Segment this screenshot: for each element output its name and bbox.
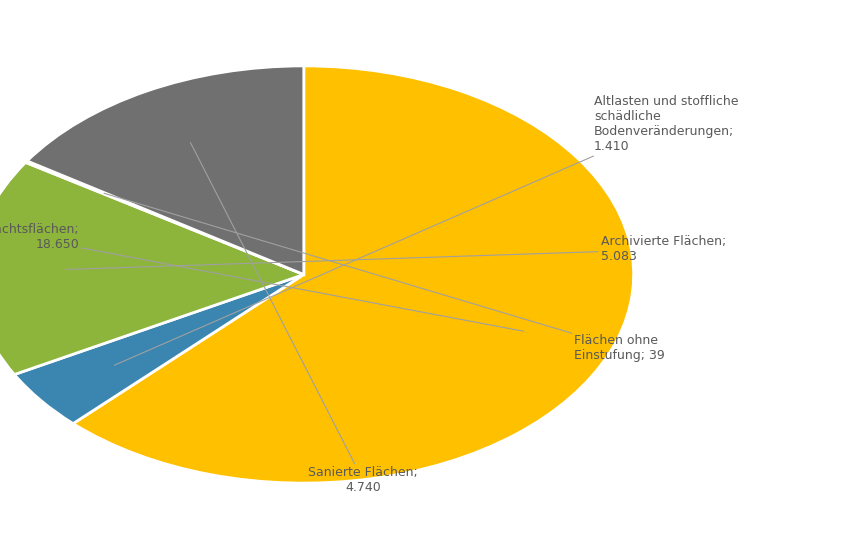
Wedge shape [27, 66, 304, 274]
Wedge shape [73, 66, 634, 483]
Text: Altlasten und stoffliche
schädliche
Bodenveränderungen;
1.410: Altlasten und stoffliche schädliche Bode… [115, 96, 739, 365]
Wedge shape [26, 161, 304, 274]
Text: Flächen ohne
Einstufung; 39: Flächen ohne Einstufung; 39 [104, 193, 665, 362]
Text: Verdachtsflächen;
18.650: Verdachtsflächen; 18.650 [0, 223, 523, 331]
Text: Sanierte Flächen;
4.740: Sanierte Flächen; 4.740 [190, 143, 418, 495]
Wedge shape [15, 274, 304, 424]
Text: Archivierte Flächen;
5.083: Archivierte Flächen; 5.083 [67, 236, 726, 270]
Wedge shape [0, 163, 304, 374]
